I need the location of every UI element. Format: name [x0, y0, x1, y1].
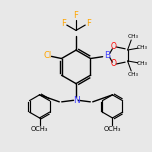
Text: Cl: Cl — [44, 51, 52, 60]
Text: F: F — [61, 19, 66, 28]
Text: CH₃: CH₃ — [137, 61, 148, 66]
Text: F: F — [86, 19, 91, 28]
Text: N: N — [73, 96, 79, 105]
Text: B: B — [104, 51, 110, 60]
Text: CH₃: CH₃ — [127, 73, 138, 78]
Text: CH₃: CH₃ — [137, 45, 148, 50]
Text: O: O — [111, 59, 117, 69]
Text: OCH₃: OCH₃ — [104, 126, 121, 132]
Text: CH₃: CH₃ — [127, 33, 138, 38]
Text: OCH₃: OCH₃ — [31, 126, 48, 132]
Text: F: F — [74, 11, 78, 20]
Text: O: O — [111, 42, 117, 52]
